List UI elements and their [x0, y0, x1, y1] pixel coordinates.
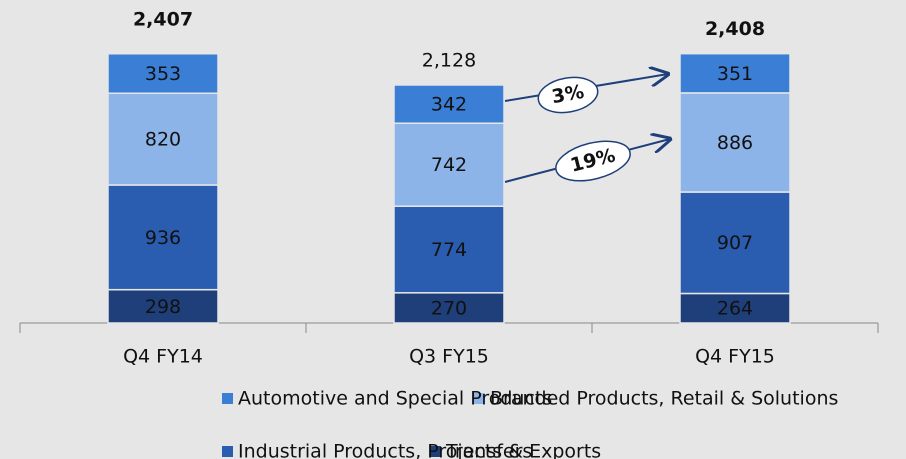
bar-segment	[393, 205, 505, 294]
annotation-oval	[555, 140, 631, 182]
data-label: 342	[431, 94, 467, 116]
x-tick-label: Q4 FY14	[123, 346, 203, 368]
data-label: 820	[145, 129, 181, 151]
bar-segment	[679, 292, 791, 324]
bar-segment	[393, 292, 505, 324]
bar-segment	[679, 52, 791, 94]
bar-segment	[679, 191, 791, 295]
data-label: 270	[431, 297, 467, 319]
data-label: 264	[717, 298, 753, 320]
total-label: 2,128	[422, 49, 476, 71]
total-label: 2,407	[133, 8, 193, 30]
bar-segment	[107, 53, 219, 95]
data-label: 298	[145, 296, 181, 318]
bar-segment	[679, 92, 791, 193]
data-label: 936	[145, 227, 181, 249]
data-label: 351	[717, 63, 753, 85]
x-tick-label: Q3 FY15	[409, 346, 489, 368]
legend-label: Industrial Products, Projects & Exports	[238, 441, 601, 459]
bar-segment	[107, 92, 219, 186]
annotation-oval	[537, 76, 599, 114]
data-label: 907	[717, 232, 753, 254]
legend-swatch	[222, 393, 233, 404]
legend-swatch	[430, 446, 441, 457]
bar-segment	[393, 84, 505, 124]
legend-label: Automotive and Special Products	[238, 388, 552, 410]
data-label: 353	[145, 63, 181, 85]
legend-label: Transfers	[445, 441, 532, 459]
data-label: 886	[717, 132, 753, 154]
bar-segment	[107, 184, 219, 291]
total-label: 2,408	[705, 18, 765, 40]
data-label: 742	[431, 154, 467, 176]
legend-swatch	[222, 446, 233, 457]
x-tick-label: Q4 FY15	[695, 346, 775, 368]
legend-swatch	[474, 393, 485, 404]
bar-segment	[393, 122, 505, 207]
bar-segment	[107, 288, 219, 324]
legend-label: Branded Products, Retail & Solutions	[490, 388, 838, 410]
data-label: 774	[431, 239, 467, 261]
